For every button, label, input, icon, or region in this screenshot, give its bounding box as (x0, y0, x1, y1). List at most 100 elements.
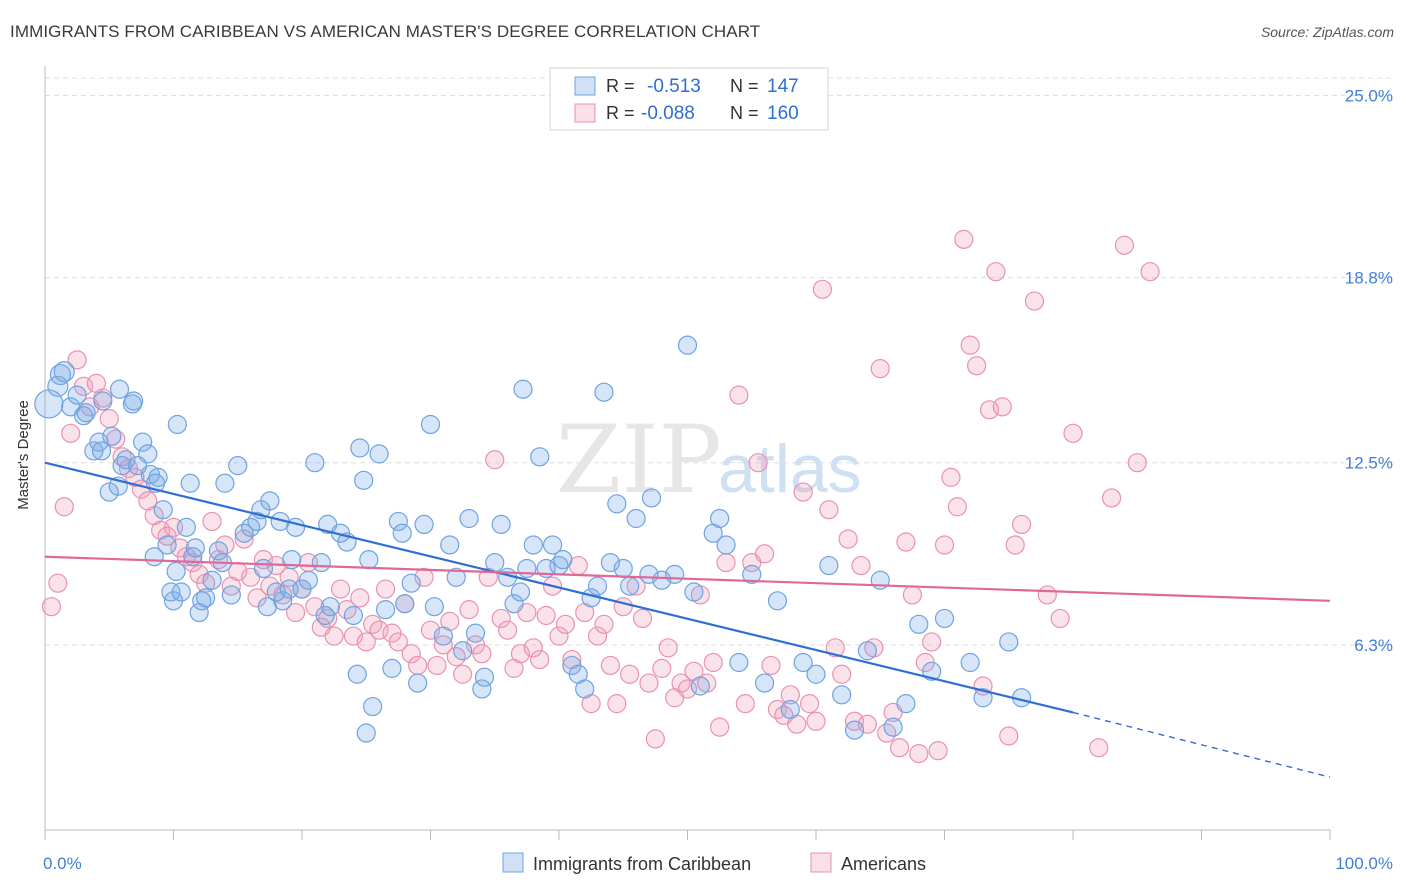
caribbean-point (305, 453, 325, 473)
caribbean-point (716, 535, 736, 555)
americans-point (1005, 535, 1025, 555)
americans-point (652, 658, 672, 678)
caribbean-point (806, 664, 826, 684)
legend-r-value-2: -0.088 (641, 103, 695, 124)
caribbean-point (148, 467, 168, 487)
caribbean-point (453, 641, 473, 661)
caribbean-point (620, 576, 640, 596)
americans-point (485, 450, 505, 470)
americans-point (1011, 514, 1032, 535)
americans-point (1127, 453, 1147, 473)
caribbean-point (767, 591, 788, 611)
caribbean-point (684, 582, 704, 602)
caribbean-point (510, 582, 531, 602)
americans-point (1063, 423, 1083, 443)
caribbean-point (49, 363, 72, 386)
caribbean-point (465, 623, 486, 643)
americans-point (318, 608, 338, 629)
americans-point (48, 573, 68, 593)
americans-point (986, 262, 1006, 282)
x-axis-ticks (44, 830, 1331, 840)
americans-point (41, 597, 62, 617)
americans-point (99, 409, 119, 429)
legend-top: R = -0.513 N = 147 R = -0.088 N = 160 (549, 67, 829, 131)
caribbean-point (542, 535, 563, 555)
caribbean-point (343, 605, 363, 626)
caribbean-point (124, 391, 144, 411)
americans-point (754, 544, 775, 564)
americans-point (1037, 585, 1057, 605)
americans-point (1089, 738, 1109, 758)
caribbean-point (311, 552, 331, 573)
caribbean-point (208, 541, 229, 561)
caribbean-point (84, 441, 104, 461)
caribbean-point (446, 567, 466, 587)
caribbean-point (167, 414, 187, 435)
caribbean-point (196, 588, 216, 608)
americans-point (870, 359, 890, 379)
caribbean-point (690, 676, 710, 696)
caribbean-point (793, 652, 813, 673)
caribbean-point (116, 450, 136, 470)
legend-n-value-1: 147 (767, 76, 799, 97)
caribbean-point (180, 473, 200, 493)
americans-point (125, 467, 145, 487)
americans-point (909, 743, 929, 764)
americans-point (1024, 291, 1045, 311)
caribbean-point (395, 594, 415, 614)
watermark-atlas: atlas (718, 431, 862, 507)
caribbean-point (459, 508, 479, 529)
caribbean-point (93, 391, 113, 411)
americans-point (889, 738, 910, 758)
caribbean-point (320, 597, 340, 617)
americans-point (806, 711, 826, 731)
caribbean-point (133, 432, 153, 452)
americans-point (1101, 488, 1122, 508)
caribbean-point (523, 535, 543, 555)
caribbean-point (359, 550, 379, 570)
americans-point (941, 467, 961, 487)
americans-point (793, 482, 813, 502)
caribbean-point (253, 558, 274, 579)
americans-point (607, 694, 627, 714)
americans-point (620, 664, 640, 684)
caribbean-point (433, 626, 453, 646)
caribbean-point (392, 523, 412, 543)
caribbean-point (973, 688, 993, 708)
caribbean-point (67, 385, 87, 405)
caribbean-point (517, 558, 537, 579)
americans-point (960, 335, 980, 355)
caribbean-point (832, 685, 852, 705)
caribbean-point (485, 552, 505, 573)
caribbean-point (356, 723, 376, 743)
caribbean-point (613, 558, 633, 579)
americans-point (825, 638, 845, 658)
americans-point (202, 511, 222, 532)
legend-n-label-1: N = (730, 76, 759, 96)
americans-point (735, 694, 755, 714)
chart-title: IMMIGRANTS FROM CARIBBEAN VS AMERICAN MA… (10, 22, 761, 41)
caribbean-point (221, 585, 241, 605)
americans-trend-line (44, 555, 1331, 602)
caribbean-point (440, 535, 460, 555)
caribbean-point (138, 444, 158, 464)
americans-point (453, 664, 473, 684)
caribbean-point (247, 511, 267, 532)
americans-point (632, 608, 653, 629)
americans-point (54, 497, 74, 517)
americans-point (832, 664, 852, 684)
americans-point (356, 632, 376, 652)
americans-point (1114, 235, 1135, 255)
caribbean-point (594, 382, 614, 402)
caribbean-point (587, 576, 608, 596)
americans-point (555, 614, 576, 634)
caribbean-point (472, 679, 492, 699)
caribbean-point (347, 664, 367, 684)
legend-n-value-2: 160 (767, 103, 799, 124)
caribbean-point (388, 511, 408, 532)
legend-n-label-2: N = (730, 103, 759, 123)
americans-point (703, 652, 723, 673)
americans-point (408, 655, 428, 676)
caribbean-point (315, 605, 335, 626)
